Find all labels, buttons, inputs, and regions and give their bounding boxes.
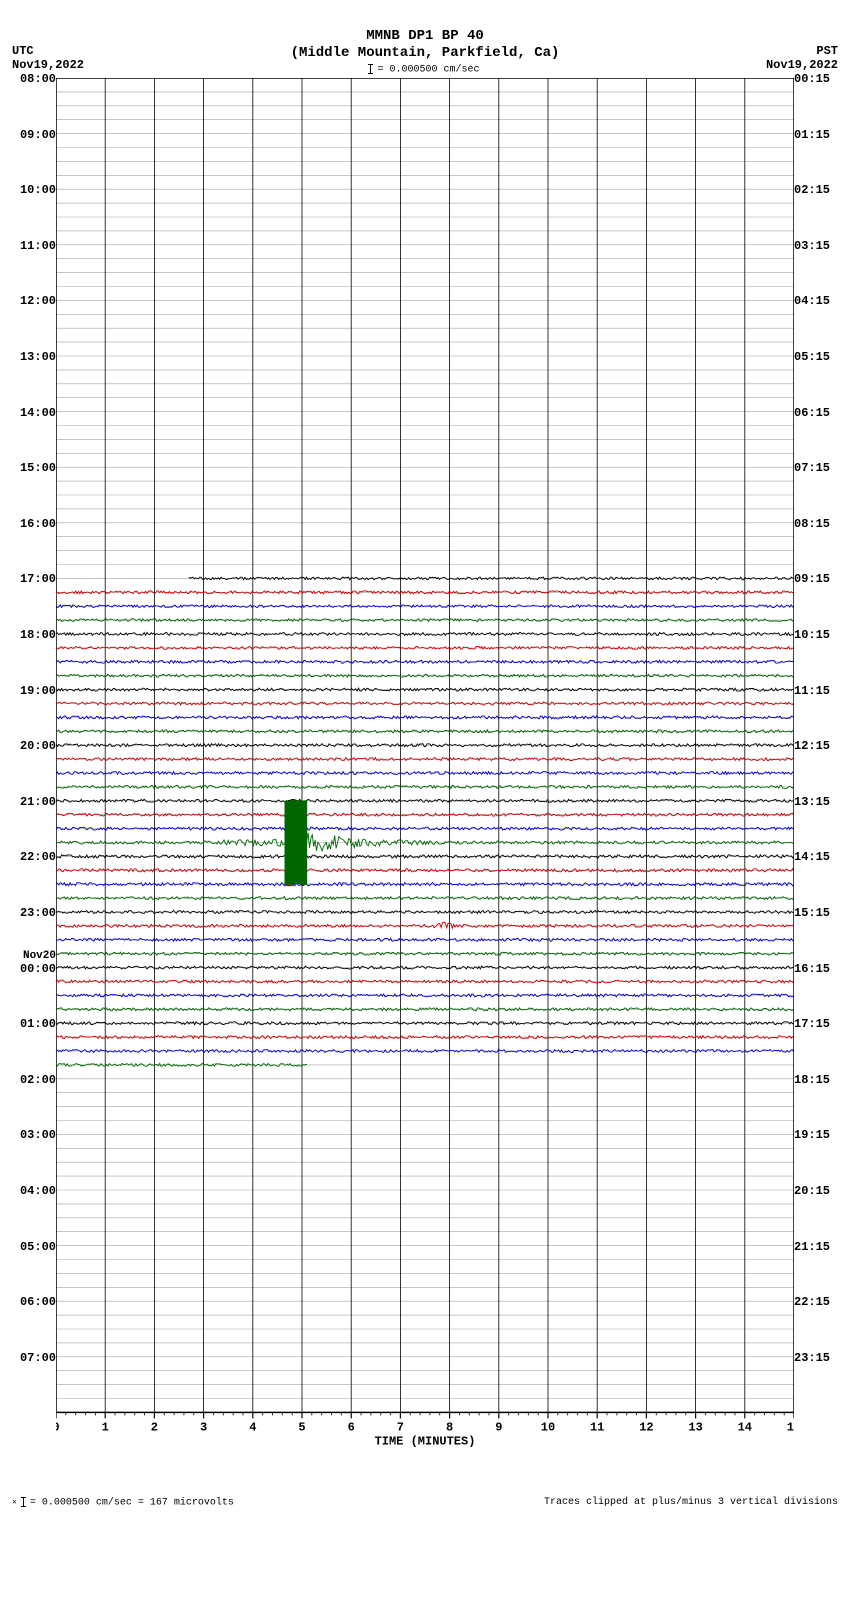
pst-hour-label: 05:15 — [794, 350, 850, 364]
utc-hour-label: 09:00 — [0, 128, 56, 142]
pst-hour-label: 08:15 — [794, 517, 850, 531]
utc-hour-label: 23:00 — [0, 906, 56, 920]
pst-hour-label: 13:15 — [794, 795, 850, 809]
utc-hour-label: 15:00 — [0, 461, 56, 475]
helicorder-svg: 0123456789101112131415TIME (MINUTES) — [56, 78, 794, 1452]
x-axis: 0123456789101112131415TIME (MINUTES) — [56, 1412, 794, 1448]
svg-text:10: 10 — [541, 1420, 555, 1434]
svg-text:9: 9 — [495, 1420, 502, 1434]
seismogram-trace — [189, 577, 794, 580]
pst-hour-label: 11:15 — [794, 684, 850, 698]
utc-hour-label: 18:00 — [0, 628, 56, 642]
traces — [56, 577, 794, 1066]
seismogram-trace — [56, 716, 794, 719]
seismogram-trace — [56, 833, 794, 851]
svg-text:14: 14 — [738, 1420, 752, 1434]
svg-text:2: 2 — [151, 1420, 158, 1434]
seismogram-trace — [56, 922, 794, 928]
tz-right-block: PST Nov19,2022 — [766, 44, 838, 73]
svg-text:6: 6 — [348, 1420, 355, 1434]
svg-text:15: 15 — [787, 1420, 794, 1434]
scale-text: = 0.000500 cm/sec — [377, 65, 479, 76]
footer-left-text: = 0.000500 cm/sec = 167 microvolts — [30, 1497, 234, 1508]
pst-hour-label: 07:15 — [794, 461, 850, 475]
utc-hour-label: 13:00 — [0, 350, 56, 364]
helicorder-plot: 0123456789101112131415TIME (MINUTES) — [56, 78, 794, 1452]
utc-hour-label: 07:00 — [0, 1351, 56, 1365]
pst-hour-label: 21:15 — [794, 1240, 850, 1254]
location-title: (Middle Mountain, Parkfield, Ca) — [0, 45, 850, 62]
pst-hour-label: 06:15 — [794, 406, 850, 420]
pst-hour-label: 17:15 — [794, 1017, 850, 1031]
x-axis-label: TIME (MINUTES) — [375, 1434, 476, 1448]
pst-hour-label: 03:15 — [794, 239, 850, 253]
utc-hour-label: 16:00 — [0, 517, 56, 531]
utc-day-label: Nov20 — [0, 950, 56, 962]
tz-right-date: Nov19,2022 — [766, 58, 838, 72]
utc-hour-label: 04:00 — [0, 1184, 56, 1198]
title-block: MMNB DP1 BP 40 (Middle Mountain, Parkfie… — [0, 28, 850, 62]
pst-hour-label: 12:15 — [794, 739, 850, 753]
chart-header: UTC Nov19,2022 MMNB DP1 BP 40 (Middle Mo… — [0, 0, 850, 78]
utc-hour-label: 22:00 — [0, 850, 56, 864]
pst-hour-label: 16:15 — [794, 962, 850, 976]
utc-hour-label: 05:00 — [0, 1240, 56, 1254]
pst-hour-label: 14:15 — [794, 850, 850, 864]
utc-hour-label: 02:00 — [0, 1073, 56, 1087]
pst-hour-label: 04:15 — [794, 294, 850, 308]
pst-hour-label: 00:15 — [794, 72, 850, 86]
utc-hour-label: 03:00 — [0, 1128, 56, 1142]
pst-hour-label: 20:15 — [794, 1184, 850, 1198]
utc-hour-label: 01:00 — [0, 1017, 56, 1031]
utc-hour-labels: 08:0009:0010:0011:0012:0013:0014:0015:00… — [0, 78, 56, 1412]
utc-hour-label: 20:00 — [0, 739, 56, 753]
utc-hour-label: 17:00 — [0, 572, 56, 586]
svg-text:1: 1 — [102, 1420, 109, 1434]
utc-hour-label: 21:00 — [0, 795, 56, 809]
scale-bar-icon — [23, 1497, 24, 1507]
pst-hour-label: 09:15 — [794, 572, 850, 586]
svg-text:13: 13 — [688, 1420, 702, 1434]
pst-hour-label: 22:15 — [794, 1295, 850, 1309]
svg-text:4: 4 — [249, 1420, 256, 1434]
svg-text:5: 5 — [298, 1420, 305, 1434]
chart-area: 08:0009:0010:0011:0012:0013:0014:0015:00… — [0, 78, 850, 1452]
pst-hour-label: 10:15 — [794, 628, 850, 642]
svg-text:11: 11 — [590, 1420, 604, 1434]
footer-left: × = 0.000500 cm/sec = 167 microvolts — [12, 1497, 234, 1509]
utc-hour-label: 06:00 — [0, 1295, 56, 1309]
pst-hour-labels: 00:1501:1502:1503:1504:1505:1506:1507:15… — [794, 78, 850, 1412]
utc-hour-label: 14:00 — [0, 406, 56, 420]
station-title: MMNB DP1 BP 40 — [0, 28, 850, 45]
utc-hour-label: 12:00 — [0, 294, 56, 308]
pst-hour-label: 18:15 — [794, 1073, 850, 1087]
pst-hour-label: 02:15 — [794, 183, 850, 197]
svg-text:7: 7 — [397, 1420, 404, 1434]
chart-footer: × = 0.000500 cm/sec = 167 microvolts Tra… — [0, 1452, 850, 1512]
pst-hour-label: 01:15 — [794, 128, 850, 142]
amplitude-scale: = 0.000500 cm/sec — [0, 64, 850, 76]
footer-right-text: Traces clipped at plus/minus 3 vertical … — [544, 1497, 838, 1508]
pst-hour-label: 19:15 — [794, 1128, 850, 1142]
svg-text:12: 12 — [639, 1420, 653, 1434]
scale-bar-icon — [370, 64, 371, 74]
svg-text:0: 0 — [56, 1420, 60, 1434]
seismogram-trace — [56, 785, 794, 788]
utc-hour-label: 11:00 — [0, 239, 56, 253]
tz-right-label: PST — [766, 44, 838, 58]
utc-hour-label: 19:00 — [0, 684, 56, 698]
svg-text:8: 8 — [446, 1420, 453, 1434]
pst-hour-label: 23:15 — [794, 1351, 850, 1365]
utc-hour-label: 08:00 — [0, 72, 56, 86]
seismogram-trace — [56, 758, 794, 761]
utc-hour-label: 10:00 — [0, 183, 56, 197]
pst-hour-label: 15:15 — [794, 906, 850, 920]
utc-hour-label: 00:00 — [0, 962, 56, 976]
svg-text:3: 3 — [200, 1420, 207, 1434]
